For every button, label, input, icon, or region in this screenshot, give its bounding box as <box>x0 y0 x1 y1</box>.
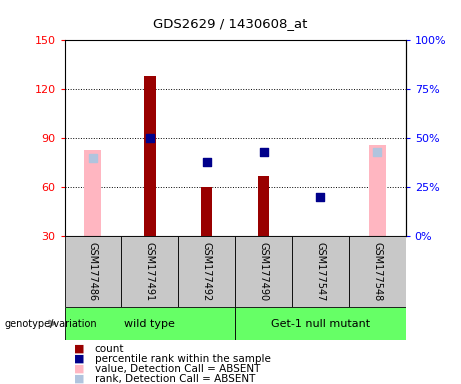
Text: GSM177547: GSM177547 <box>315 242 325 301</box>
Bar <box>84 150 101 236</box>
Point <box>260 149 267 155</box>
Bar <box>235 307 406 340</box>
Bar <box>121 236 178 307</box>
Bar <box>178 236 235 307</box>
Text: rank, Detection Call = ABSENT: rank, Detection Call = ABSENT <box>95 374 255 384</box>
Text: count: count <box>95 344 124 354</box>
Text: GSM177490: GSM177490 <box>259 242 269 301</box>
Text: value, Detection Call = ABSENT: value, Detection Call = ABSENT <box>95 364 260 374</box>
Point <box>146 135 154 141</box>
Text: ■: ■ <box>74 374 84 384</box>
Bar <box>292 236 349 307</box>
Point <box>317 194 324 200</box>
Bar <box>369 145 386 236</box>
Text: GSM177548: GSM177548 <box>372 242 382 301</box>
Bar <box>235 236 292 307</box>
Text: GSM177492: GSM177492 <box>201 242 212 301</box>
Point <box>89 155 97 161</box>
Point <box>373 149 381 155</box>
Text: ■: ■ <box>74 344 84 354</box>
Bar <box>65 307 235 340</box>
Bar <box>144 76 155 236</box>
Text: GSM177486: GSM177486 <box>88 242 98 301</box>
Bar <box>201 187 213 236</box>
Text: ■: ■ <box>74 364 84 374</box>
Text: Get-1 null mutant: Get-1 null mutant <box>271 318 370 329</box>
Text: GSM177491: GSM177491 <box>145 242 155 301</box>
Text: wild type: wild type <box>124 318 175 329</box>
Bar <box>258 176 269 236</box>
Text: ■: ■ <box>74 354 84 364</box>
Text: percentile rank within the sample: percentile rank within the sample <box>95 354 271 364</box>
Text: genotype/variation: genotype/variation <box>5 318 97 329</box>
Point <box>203 159 210 165</box>
Text: GDS2629 / 1430608_at: GDS2629 / 1430608_at <box>154 17 307 30</box>
Bar <box>65 236 121 307</box>
Bar <box>349 236 406 307</box>
